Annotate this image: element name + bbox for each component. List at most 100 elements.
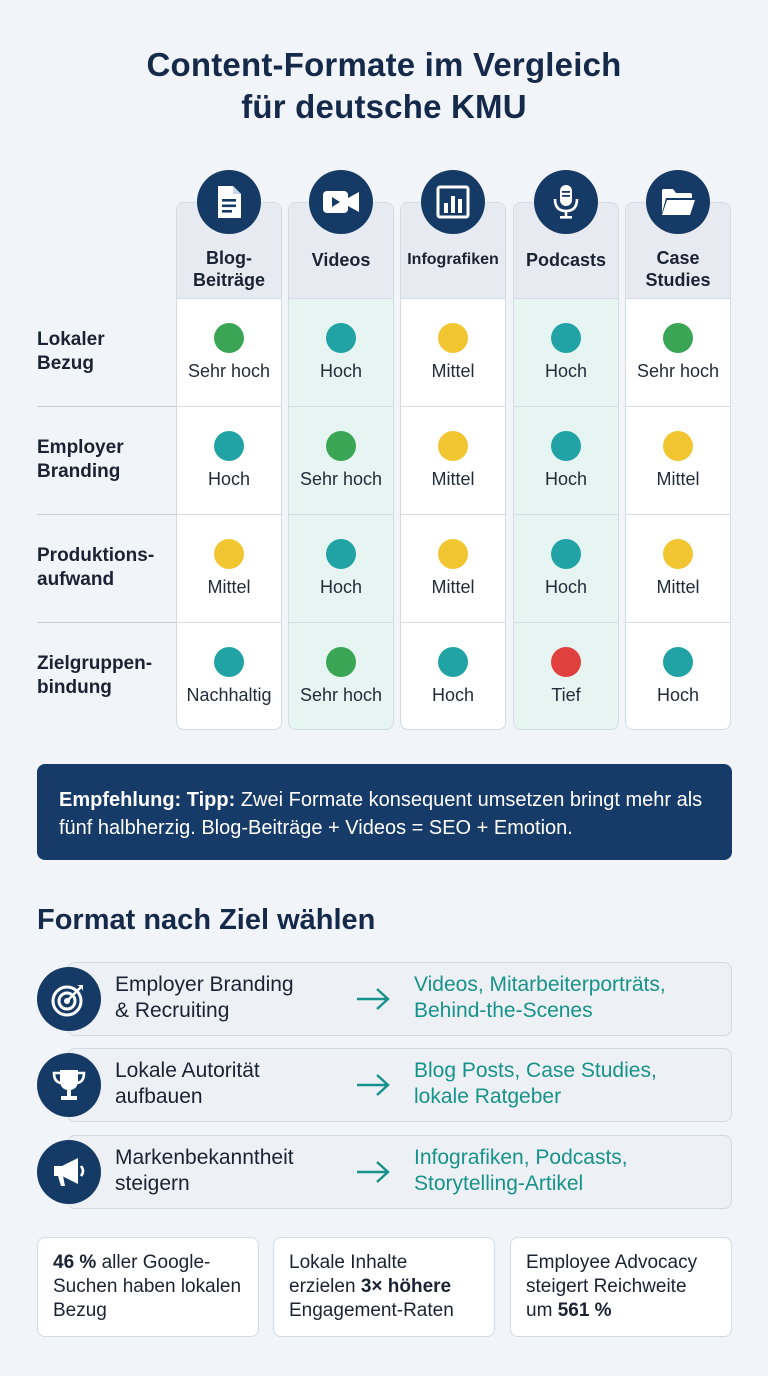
arrow-right-icon <box>357 1161 390 1183</box>
rating-dot <box>326 323 356 353</box>
rating-value: Mittel <box>431 577 475 597</box>
rating-cell: Nachhaltig <box>177 623 281 729</box>
format-column-podcasts: Podcasts Hoch Hoch Hoch Tief <box>513 202 619 730</box>
rating-value: Hoch <box>319 361 363 381</box>
rating-cell: Hoch <box>177 407 281 515</box>
recommendation-banner: Empfehlung: Tipp: Zwei Formate konsequen… <box>37 764 732 860</box>
rating-cell: Sehr hoch <box>289 623 393 729</box>
rating-dot <box>438 539 468 569</box>
bar-chart-icon <box>421 170 485 234</box>
folder-icon <box>646 170 710 234</box>
rating-value: Hoch <box>544 361 588 381</box>
rating-dot <box>438 431 468 461</box>
rating-cell: Hoch <box>514 515 618 623</box>
microphone-icon <box>534 170 598 234</box>
rating-dot <box>438 323 468 353</box>
rating-value: Hoch <box>431 685 475 705</box>
rating-cell: Mittel <box>177 515 281 623</box>
rating-value: Tief <box>551 685 581 705</box>
format-label: Infografiken <box>407 251 499 268</box>
rating-cell: Hoch <box>289 299 393 407</box>
rating-dot <box>551 431 581 461</box>
goal-item-employer-branding: Employer Branding & Recruiting Videos, M… <box>37 962 732 1036</box>
rating-dot <box>326 539 356 569</box>
format-column-videos: Videos Hoch Sehr hoch Hoch Sehr hoch <box>288 202 394 730</box>
format-column-case-studies: Case Studies Sehr hoch Mittel Mittel Hoch <box>625 202 731 730</box>
rating-dot <box>663 323 693 353</box>
trophy-icon <box>37 1053 101 1117</box>
goal-card <box>67 1048 732 1122</box>
megaphone-icon <box>37 1140 101 1204</box>
rating-cell: Sehr hoch <box>626 299 730 407</box>
title-line-1: Content-Formate im Vergleich <box>146 46 622 83</box>
rating-dot <box>551 647 581 677</box>
format-label: Blog- Beiträge <box>192 248 266 290</box>
rating-value: Mittel <box>656 469 700 489</box>
goal-formats: Videos, Mitarbeiterporträts, Behind-the-… <box>414 973 666 1022</box>
goal-name: Markenbekanntheit steigern <box>115 1146 294 1195</box>
rating-cell: Mittel <box>626 407 730 515</box>
rating-cell: Sehr hoch <box>177 299 281 407</box>
rating-dot <box>551 323 581 353</box>
arrow-right-icon <box>357 988 390 1010</box>
rating-value: Mittel <box>431 361 475 381</box>
criterion-label-zielgruppenbindung: Zielgruppen- bindung <box>37 653 153 698</box>
stat-card-google-suchen: 46 % aller Google-Suchen haben lokalen B… <box>37 1237 259 1337</box>
rating-cell: Tief <box>514 623 618 729</box>
rating-dot <box>214 647 244 677</box>
video-camera-icon <box>309 170 373 234</box>
rating-cell: Hoch <box>514 299 618 407</box>
recommendation-text: Zwei Formate konsequent umsetzen bringt … <box>59 789 703 839</box>
format-label: Podcasts <box>525 250 607 270</box>
document-icon <box>197 170 261 234</box>
row-divider <box>37 406 177 407</box>
rating-cell: Mittel <box>626 515 730 623</box>
format-label: Videos <box>311 250 371 270</box>
rating-dot <box>214 539 244 569</box>
rating-value: Hoch <box>544 469 588 489</box>
stat-pre: Lokale Inhalte erzielen <box>289 1252 408 1297</box>
rating-dot <box>214 323 244 353</box>
rating-value: Mittel <box>656 577 700 597</box>
rating-value: Sehr hoch <box>187 361 271 381</box>
stat-highlight: 46 % <box>53 1252 97 1273</box>
rating-dot <box>326 647 356 677</box>
criterion-label-produktionsaufwand: Produktions- aufwand <box>37 545 155 590</box>
page-title: Content-Formate im Vergleich für deutsch… <box>0 44 768 128</box>
rating-dot <box>326 431 356 461</box>
rating-dot <box>663 539 693 569</box>
goal-name: Employer Branding & Recruiting <box>115 973 294 1022</box>
rating-value: Sehr hoch <box>299 469 383 489</box>
goal-formats: Infografiken, Podcasts, Storytelling-Art… <box>414 1146 628 1195</box>
rating-value: Hoch <box>544 577 588 597</box>
stat-card-engagement: Lokale Inhalte erzielen 3× höhere Engage… <box>273 1237 495 1337</box>
stat-pre: Employee Advocacy steigert Reichweite um <box>526 1252 698 1321</box>
arrow-right-icon <box>357 1074 390 1096</box>
rating-cell: Hoch <box>626 623 730 729</box>
stat-highlight: 3× höhere <box>360 1276 452 1297</box>
rating-value: Sehr hoch <box>299 685 383 705</box>
criterion-label-lokaler-bezug: Lokaler Bezug <box>37 329 105 374</box>
rating-value: Hoch <box>656 685 700 705</box>
stat-post: aller Google-Suchen haben lokalen Bezug <box>53 1252 242 1321</box>
rating-dot <box>438 647 468 677</box>
goals-section-title: Format nach Ziel wählen <box>37 904 376 936</box>
rating-cell: Mittel <box>401 407 505 515</box>
rating-value: Mittel <box>207 577 251 597</box>
rating-value: Hoch <box>207 469 251 489</box>
rating-cell: Hoch <box>289 515 393 623</box>
goal-formats: Blog Posts, Case Studies, lokale Ratgebe… <box>414 1059 657 1108</box>
rating-value: Hoch <box>319 577 363 597</box>
goal-item-markenbekanntheit: Markenbekanntheit steigern Infografiken,… <box>37 1135 732 1209</box>
criterion-label-employer-branding: Employer Branding <box>37 437 124 482</box>
format-column-infografiken: Infografiken Mittel Mittel Mittel Hoch <box>400 202 506 730</box>
stat-post: Engagement-Raten <box>289 1300 454 1321</box>
stat-card-employee-advocacy: Employee Advocacy steigert Reichweite um… <box>510 1237 732 1337</box>
format-column-blog: Blog- Beiträge Sehr hoch Hoch Mittel Nachha… <box>176 202 282 730</box>
title-line-2: für deutsche KMU <box>241 88 527 125</box>
rating-value: Sehr hoch <box>636 361 720 381</box>
rating-dot <box>551 539 581 569</box>
goal-card <box>67 1135 732 1209</box>
row-divider <box>37 622 177 623</box>
rating-dot <box>663 431 693 461</box>
